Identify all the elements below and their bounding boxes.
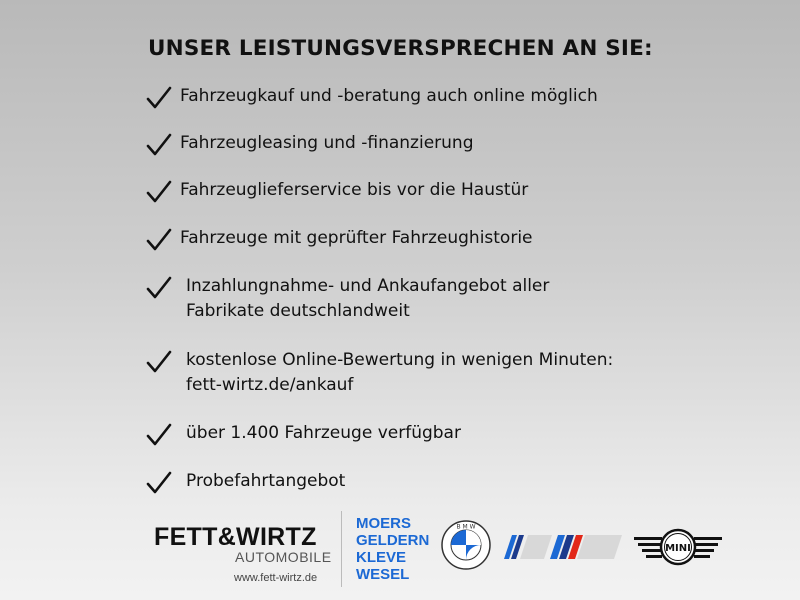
divider (341, 511, 342, 587)
svg-text:MINI: MINI (665, 543, 691, 554)
website-link[interactable]: www.fett-wirtz.de (234, 572, 318, 584)
list-item-text: Fahrzeugleasing und -finanzierung (180, 131, 473, 156)
brand-subtitle: AUTOMOBILE (235, 549, 332, 565)
city: WESEL (356, 566, 410, 583)
list-item: Fahrzeuglieferservice bis vor die Haustü… (146, 180, 528, 204)
checkmark-icon (146, 180, 172, 203)
checkmark-icon (146, 133, 172, 156)
list-item: Inzahlungnahme- und Ankaufangebot aller F… (146, 276, 549, 324)
list-item-line: kostenlose Online-Bewertung in wenigen M… (186, 350, 614, 370)
list-item-text: Probefahrtangebot (186, 469, 345, 494)
brand-logo: FETT&WIRTZ (154, 523, 317, 551)
list-item-text: Fahrzeugkauf und -beratung auch online m… (180, 84, 598, 109)
list-item: kostenlose Online-Bewertung in wenigen M… (146, 350, 613, 398)
list-item-line: Fahrzeugleasing und -finanzierung (180, 133, 474, 153)
city-list: MOERS GELDERN KLEVE WESEL (356, 515, 429, 583)
footer: FETT&WIRTZ AUTOMOBILE www.fett-wirtz.de … (0, 505, 800, 590)
list-item-line: über 1.400 Fahrzeuge verfügbar (186, 423, 461, 443)
list-item-text: über 1.400 Fahrzeuge verfügbar (186, 421, 461, 446)
list-item: über 1.400 Fahrzeuge verfügbar (146, 423, 461, 447)
checkmark-icon (146, 471, 172, 494)
list-item-line: Fahrzeugkauf und -beratung auch online m… (180, 86, 598, 106)
checkmark-icon (146, 86, 172, 109)
list-item-line: Probefahrtangebot (186, 471, 346, 491)
list-item-text: Inzahlungnahme- und Ankaufangebot aller F… (186, 274, 549, 324)
list-item-line: fett-wirtz.de/ankauf (186, 375, 354, 395)
city: KLEVE (356, 549, 407, 566)
list-item-line: Fabrikate deutschlandweit (186, 301, 410, 321)
list-item-text: kostenlose Online-Bewertung in wenigen M… (186, 348, 613, 398)
bmw-logo-icon: B M W (441, 520, 491, 570)
checkmark-icon (146, 228, 172, 251)
list-item-text: Fahrzeuge mit geprüfter Fahrzeughistorie (180, 226, 533, 251)
svg-text:B M W: B M W (456, 524, 475, 531)
city: MOERS (356, 515, 412, 532)
list-item-line: Fahrzeuglieferservice bis vor die Haustü… (180, 180, 529, 200)
mini-logo-icon: MINI (634, 528, 722, 566)
city: GELDERN (356, 532, 430, 549)
checkmark-icon (146, 350, 172, 373)
list-item: Fahrzeugleasing und -finanzierung (146, 133, 473, 157)
list-item-line: Fahrzeuge mit geprüfter Fahrzeughistorie (180, 228, 533, 248)
checkmark-icon (146, 276, 172, 299)
bmw-m-logo-icon (550, 535, 622, 559)
page-title: UNSER LEISTUNGSVERSPRECHEN AN SIE: (148, 36, 653, 61)
list-item: Probefahrtangebot (146, 471, 345, 495)
bmw-i-logo-icon (504, 535, 552, 559)
list-item-text: Fahrzeuglieferservice bis vor die Haustü… (180, 178, 528, 203)
checkmark-icon (146, 423, 172, 446)
list-item-line: Inzahlungnahme- und Ankaufangebot aller (186, 276, 550, 296)
list-item: Fahrzeugkauf und -beratung auch online m… (146, 86, 598, 110)
list-item: Fahrzeuge mit geprüfter Fahrzeughistorie (146, 228, 533, 252)
